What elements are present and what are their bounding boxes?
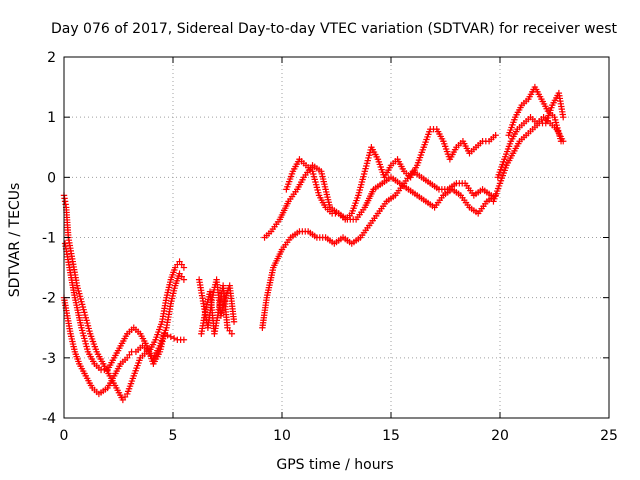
- y-tick-label: -4: [42, 411, 56, 427]
- data-point: [164, 332, 171, 339]
- grid-lines: [64, 57, 609, 418]
- data-point: [230, 318, 238, 325]
- y-tick-label: 0: [47, 170, 56, 186]
- data-point: [180, 264, 188, 271]
- data-point: [492, 132, 499, 139]
- data-point: [557, 138, 565, 145]
- x-tick-label: 5: [169, 428, 178, 444]
- y-tick-label: 2: [47, 50, 56, 66]
- y-tick-label: -3: [42, 351, 56, 367]
- data-point: [161, 330, 168, 337]
- data-point: [228, 330, 236, 337]
- y-tick-label: 1: [47, 110, 56, 126]
- x-axis-label: GPS time / hours: [276, 457, 393, 473]
- x-tick-label: 15: [382, 428, 400, 444]
- x-tick-label: 20: [491, 428, 509, 444]
- axis-ticks: 0 5 10 15 20 25 -4 -3 -2 -1 0 1 2: [42, 50, 618, 444]
- y-tick-label: -1: [42, 231, 56, 247]
- data-point: [167, 333, 175, 340]
- y-tick-label: -2: [42, 291, 56, 307]
- data-point: [180, 276, 188, 283]
- x-tick-label: 10: [273, 428, 291, 444]
- data-point: [180, 336, 188, 343]
- x-tick-label: 0: [60, 428, 69, 444]
- data-point: [170, 335, 178, 342]
- x-tick-label: 25: [600, 428, 618, 444]
- y-axis-label: SDTVAR / TECUs: [7, 183, 23, 298]
- data-points: [60, 83, 567, 404]
- chart-title: Day 076 of 2017, Sidereal Day-to-day VTE…: [51, 21, 618, 37]
- data-point: [560, 113, 567, 121]
